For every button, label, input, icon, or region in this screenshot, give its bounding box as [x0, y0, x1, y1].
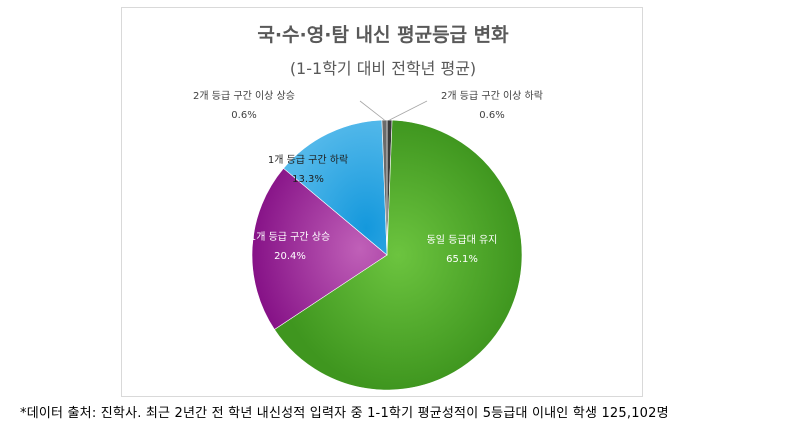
- chart-subtitle: (1-1학기 대비 전학년 평균): [290, 59, 476, 78]
- chart-frame: 국·수·영·탐 내신 평균등급 변화 (1-1학기 대비 전학년 평균) 2개 …: [121, 7, 643, 397]
- slice-maintain: [273, 119, 523, 391]
- slice-fall-2plus-value: 0.6%: [479, 110, 504, 121]
- slice-maintain-label: 동일 등급대 유지: [427, 234, 498, 246]
- slice-fall-1-value: 13.3%: [292, 174, 324, 185]
- pie-chart: 국·수·영·탐 내신 평균등급 변화 (1-1학기 대비 전학년 평균) 2개 …: [193, 24, 543, 391]
- slice-fall-1: [283, 119, 388, 256]
- slice-fall-2plus-label: 2개 등급 구간 이상 하락: [441, 89, 543, 102]
- slice-maintain-value: 65.1%: [446, 254, 478, 265]
- slice-rise-1: [251, 167, 388, 330]
- chart-title: 국·수·영·탐 내신 평균등급 변화: [257, 24, 509, 46]
- slice-rise-2plus: [381, 119, 388, 256]
- slice-rise-2plus-value: 0.6%: [231, 110, 256, 121]
- slice-rise-1-value: 20.4%: [274, 251, 306, 262]
- slice-rise-2plus-leader-line: [359, 100, 385, 121]
- slice-fall-2plus-leader-line: [389, 100, 428, 121]
- slice-rise-2plus-label: 2개 등급 구간 이상 상승: [193, 90, 295, 102]
- slice-rise-1-label: 1개 등급 구간 상승: [250, 231, 330, 243]
- slice-fall-1-label: 1개 등급 구간 하락: [268, 153, 348, 166]
- data-source-footnote: *데이터 출처: 진학사. 최근 2년간 전 학년 내신성적 입력자 중 1-1…: [20, 406, 669, 421]
